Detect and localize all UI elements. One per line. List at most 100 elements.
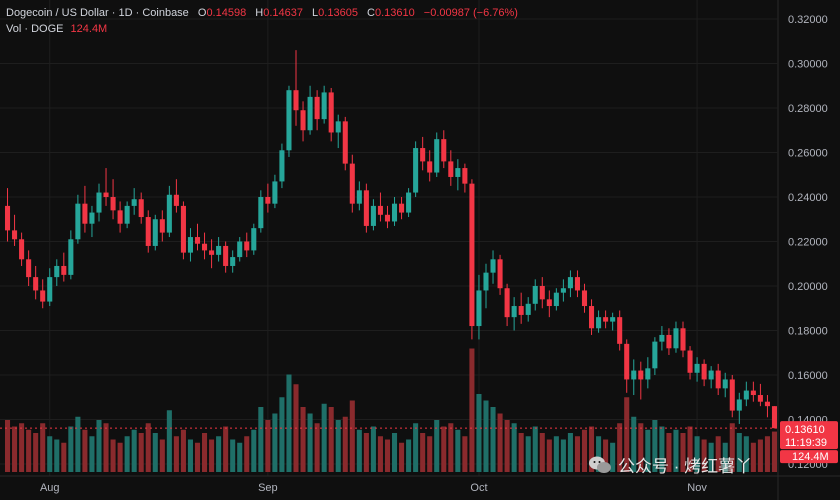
volume-bar [321,403,327,472]
volume-label[interactable]: Vol · DOGE [6,23,64,35]
candle-body [68,239,74,275]
candle-body [286,90,292,151]
volume-bars [4,348,778,472]
candle-body [258,197,264,229]
volume-bar [159,439,165,472]
candle-body [610,317,616,322]
watermark: 公众号 · 烤红薯丫 [588,452,752,477]
candle-body [715,370,721,389]
volume-bar [406,439,412,472]
candle-body [40,290,46,302]
high-label: H [255,7,264,19]
open-label: O [197,7,207,19]
candle-body [33,277,39,291]
candle-body [525,303,531,315]
time-axis[interactable]: AugSepOctNovDec [0,475,840,494]
candle-body [680,328,686,351]
candle-body [399,203,405,213]
candle-body [567,277,573,289]
volume-bar [687,426,693,472]
close-label: C [367,7,375,19]
volume-bar [384,439,391,472]
volume-bar [68,426,74,472]
volume-bar [462,436,468,472]
candle-body [743,390,749,400]
candle-body [356,190,362,204]
candle-body [589,306,595,329]
volume-bar [61,442,67,472]
candle-body [750,390,756,396]
volume-bar [335,420,341,472]
volume-bar [427,436,433,472]
candle-body [722,379,728,389]
candle-body [448,161,454,177]
volume-bar [75,416,81,472]
candle-body [47,277,53,302]
candle-body [12,230,18,240]
volume-bar [356,429,362,472]
volume-bar [82,429,88,472]
volume-bar [244,436,250,472]
volume-bar [370,426,376,472]
volume-bar [603,439,609,472]
volume-bar [666,433,672,472]
volume-bar [638,423,644,472]
volume-bar [420,433,426,472]
candle-body [19,239,25,260]
volume-bar [286,374,292,472]
candle-body [659,334,665,342]
candle-body [82,203,88,224]
volume-bar [448,423,454,472]
price-axis[interactable]: 0.32000 0.30000 0.28000 0.26000 0.24000 0.220… [788,14,828,471]
candle-body [244,241,250,251]
candle-body [202,243,208,251]
volume-bar [764,436,770,472]
volume-bar [377,436,383,472]
candles [4,50,778,429]
volume-bar [237,442,243,472]
volume-bar [441,426,447,472]
candle-body [631,370,637,380]
candle-body [413,148,419,193]
candle-body [581,290,588,307]
y-tick-label: 0.20000 [788,281,828,293]
candle-body [209,250,215,255]
candle-body [314,96,320,120]
volume-bar [518,433,524,472]
volume-bar [40,423,46,472]
candle-body [694,363,700,373]
candle-body [617,317,623,344]
candle-body [645,368,651,380]
x-tick-label: Sep [258,482,278,494]
symbol-title[interactable]: Dogecoin / US Dollar · 1D · Coinbase [6,7,189,19]
volume-bar [476,394,482,472]
candle-body [701,363,707,380]
volume-bar [363,433,369,472]
volume-bar [413,423,419,472]
volume-bar [532,426,538,472]
candle-body [180,205,186,253]
candle-body [560,288,566,293]
volume-bar [652,420,658,472]
candle-body [771,406,778,429]
candle-body [455,168,461,177]
volume-bar [251,429,257,472]
open-value: 0.14598 [206,7,247,19]
candle-body [300,110,306,131]
volume-bar [33,433,39,472]
candle-body [4,205,11,231]
volume-bar [307,413,313,472]
last-price-badge-bg [780,421,838,450]
candle-body [652,341,658,369]
candle-body [223,245,229,266]
candle-body [708,370,714,380]
volume-bar [110,439,116,472]
volume-bar [145,423,151,472]
candle-body [504,288,510,318]
volume-bar [490,407,496,472]
candle-body [518,306,524,315]
volume-bar [631,416,637,472]
volume-bar [272,413,278,472]
